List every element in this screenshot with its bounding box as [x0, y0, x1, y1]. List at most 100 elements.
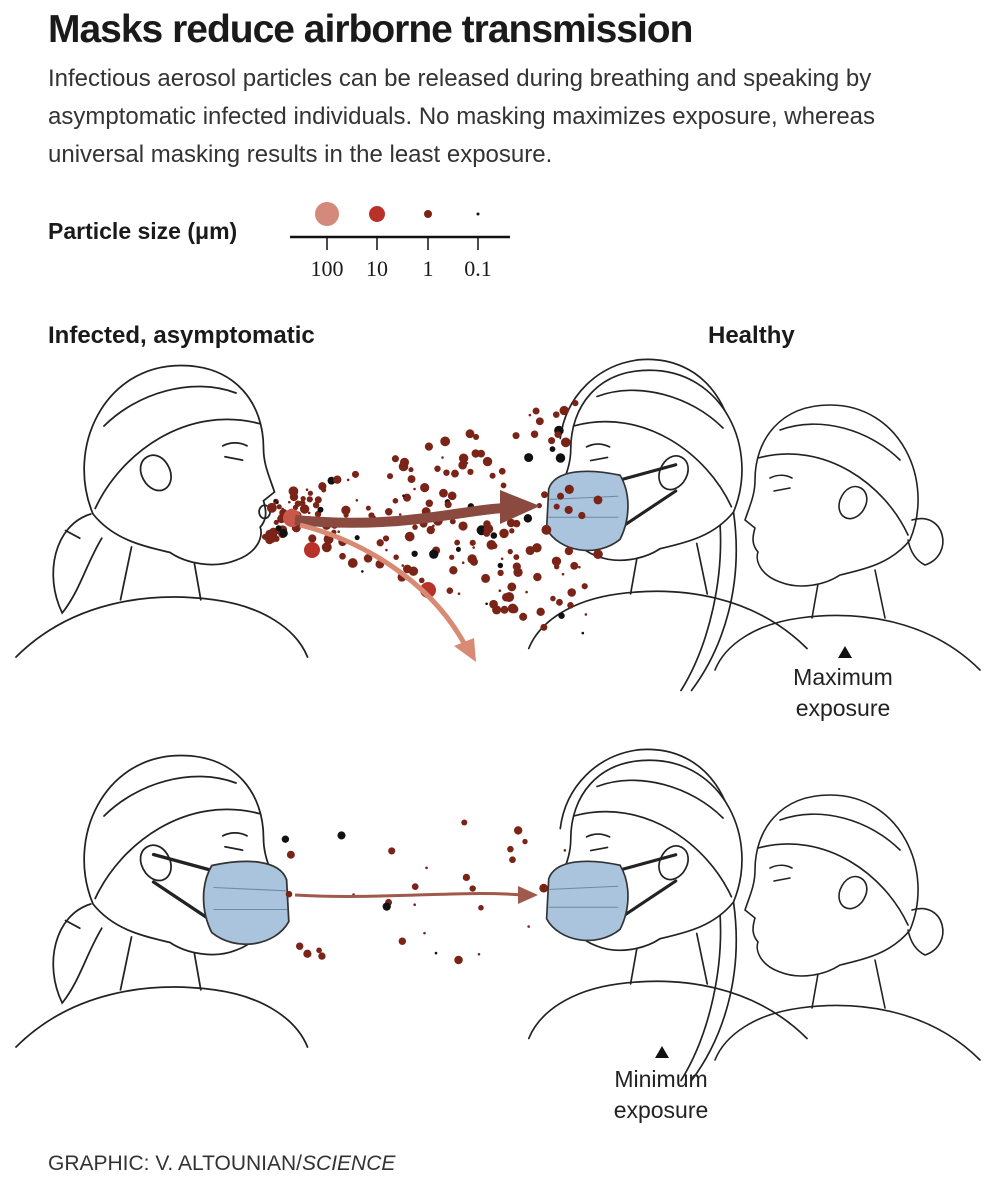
particle	[500, 482, 507, 489]
bun	[907, 517, 944, 566]
particle	[273, 499, 277, 502]
hairline	[573, 389, 733, 508]
particle	[281, 507, 284, 511]
exposure-label: Maximum exposure	[793, 664, 893, 721]
particle	[458, 521, 468, 531]
particle	[429, 549, 439, 559]
eye	[221, 442, 248, 461]
mask	[545, 470, 629, 552]
particle	[512, 432, 520, 440]
particle	[347, 558, 358, 568]
particle	[266, 502, 277, 513]
hairline	[94, 775, 262, 900]
particle	[412, 524, 418, 530]
particle	[457, 592, 461, 596]
particle	[478, 904, 484, 911]
eye	[769, 864, 793, 882]
marker	[655, 1046, 669, 1058]
particle	[485, 602, 488, 606]
particle	[567, 602, 574, 609]
particle	[507, 603, 518, 614]
particle	[506, 518, 516, 528]
head	[744, 794, 919, 977]
particle	[318, 482, 327, 491]
particle	[454, 539, 461, 546]
particle	[289, 492, 299, 502]
particle	[454, 955, 463, 965]
particle	[408, 467, 414, 473]
particle	[564, 484, 574, 494]
shoulders	[527, 980, 808, 1040]
particle	[449, 554, 455, 560]
particle	[467, 468, 474, 476]
particle	[486, 539, 497, 550]
particle	[500, 557, 504, 561]
particle	[578, 565, 581, 569]
legend-dot	[315, 202, 339, 226]
particle	[507, 548, 513, 555]
particle	[536, 607, 545, 617]
particle	[578, 511, 586, 520]
particle	[403, 564, 412, 574]
particle	[407, 475, 416, 484]
bun	[907, 907, 944, 956]
particle	[305, 488, 309, 492]
particle	[509, 528, 515, 534]
particle	[558, 612, 565, 619]
healthy-label: Healthy	[708, 322, 795, 349]
person	[714, 404, 981, 671]
particle	[461, 819, 468, 826]
particle	[539, 883, 549, 893]
particle	[499, 528, 509, 539]
particle	[401, 564, 405, 567]
particle	[391, 455, 399, 463]
particle	[550, 595, 556, 602]
particle	[276, 501, 279, 504]
ear	[139, 454, 172, 492]
mask-pleat	[548, 885, 619, 908]
particle	[361, 570, 364, 573]
particle	[498, 467, 506, 475]
particle	[402, 493, 412, 502]
particle	[500, 605, 509, 614]
particle	[564, 546, 574, 556]
neck	[119, 936, 202, 991]
legend-label: Particle size (μm)	[48, 218, 238, 244]
particle	[473, 433, 480, 440]
credit-text: GRAPHIC: V. ALTOUNIAN/	[48, 1152, 303, 1175]
particle	[530, 430, 539, 438]
head	[83, 364, 276, 566]
particle	[567, 589, 571, 593]
particle	[306, 496, 313, 503]
particle	[524, 453, 534, 463]
particle	[458, 453, 469, 463]
particle	[294, 500, 302, 507]
particle	[481, 573, 491, 583]
person	[527, 748, 808, 1082]
hairline	[94, 385, 262, 510]
particle	[355, 498, 359, 502]
particle	[522, 838, 528, 845]
particle	[273, 535, 280, 542]
particle	[295, 942, 304, 950]
particle	[497, 569, 504, 577]
particle	[581, 583, 588, 590]
particle	[333, 475, 342, 484]
neck	[811, 959, 886, 1009]
particle	[398, 937, 407, 945]
legend-dot	[369, 206, 385, 222]
legend-size: 1	[422, 256, 434, 281]
hairline	[757, 423, 909, 536]
particle	[525, 590, 528, 594]
particle	[385, 508, 393, 516]
ponytail	[52, 513, 103, 615]
particle	[288, 500, 291, 504]
particle	[307, 490, 313, 496]
particle	[593, 549, 603, 560]
particle	[398, 513, 402, 516]
particle	[354, 535, 360, 541]
subtitle: Infectious aerosol particles can be rele…	[48, 65, 876, 168]
particle	[449, 566, 458, 575]
particle	[556, 598, 563, 606]
particle	[553, 503, 560, 510]
